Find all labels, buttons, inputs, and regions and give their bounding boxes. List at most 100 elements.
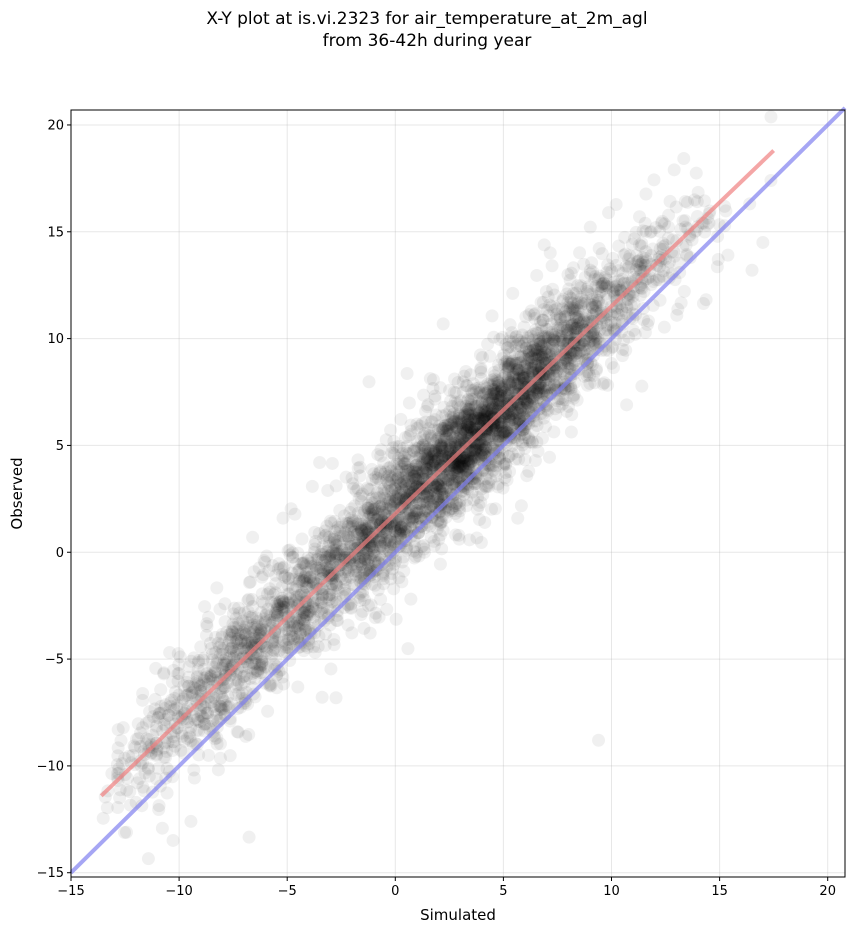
data-point (566, 297, 580, 311)
data-point (276, 670, 290, 684)
data-point (635, 236, 649, 250)
data-point (133, 739, 147, 753)
data-point (431, 500, 445, 514)
data-point (676, 214, 690, 228)
data-point (592, 286, 606, 300)
data-point (551, 323, 565, 337)
data-point (297, 557, 311, 571)
data-point (255, 570, 269, 584)
x-axis-label: Simulated (420, 906, 496, 924)
data-point (369, 473, 383, 487)
data-point (647, 173, 661, 187)
data-point (408, 441, 422, 455)
data-point (591, 295, 605, 309)
data-point (543, 450, 557, 464)
data-point (469, 399, 483, 413)
data-point (529, 343, 543, 357)
data-point (213, 737, 227, 751)
data-point (248, 620, 262, 634)
data-point (620, 300, 634, 314)
data-point (656, 269, 670, 283)
data-point (525, 365, 539, 379)
data-point (433, 485, 447, 499)
data-point (588, 270, 602, 284)
data-point (388, 535, 402, 549)
data-point (566, 287, 580, 301)
data-point (469, 450, 483, 464)
data-point (456, 451, 470, 465)
data-point (407, 444, 421, 458)
data-point (464, 421, 478, 435)
data-point (509, 358, 523, 372)
data-point (209, 646, 223, 660)
data-point (447, 459, 461, 473)
data-point (589, 280, 603, 294)
data-point (351, 517, 365, 531)
data-point (626, 323, 640, 337)
data-point (243, 575, 257, 589)
data-point (254, 625, 268, 639)
data-point (282, 641, 296, 655)
data-point (764, 110, 778, 124)
data-point (609, 258, 623, 272)
data-point (234, 636, 248, 650)
data-point (245, 610, 259, 624)
data-point (349, 564, 363, 578)
data-point (433, 483, 447, 497)
data-point (420, 502, 434, 516)
data-point (636, 224, 650, 238)
data-point (319, 558, 333, 572)
data-point (498, 367, 512, 381)
data-point (698, 194, 712, 208)
data-point (677, 284, 691, 298)
data-point (535, 350, 549, 364)
data-point (563, 362, 577, 376)
data-point (497, 348, 511, 362)
data-point (468, 477, 482, 491)
data-point (320, 519, 334, 533)
data-point (591, 273, 605, 287)
data-point (411, 496, 425, 510)
data-point (622, 259, 636, 273)
data-point (392, 526, 406, 540)
data-point (291, 632, 305, 646)
data-point (568, 358, 582, 372)
data-point (296, 612, 310, 626)
data-point (459, 399, 473, 413)
data-point (415, 417, 429, 431)
data-point (233, 641, 247, 655)
data-point (431, 448, 445, 462)
data-point (201, 748, 215, 762)
data-point (301, 607, 315, 621)
data-point (420, 496, 434, 510)
data-point (219, 699, 233, 713)
data-point (345, 517, 359, 531)
data-point (384, 464, 398, 478)
data-point (365, 473, 379, 487)
data-point (521, 397, 535, 411)
data-point (410, 496, 424, 510)
data-point (388, 525, 402, 539)
data-point (542, 349, 556, 363)
data-point (566, 318, 580, 332)
data-point (262, 564, 276, 578)
data-point (576, 338, 590, 352)
data-point (293, 588, 307, 602)
data-point (357, 523, 371, 537)
data-point (230, 725, 244, 739)
data-point (468, 443, 482, 457)
data-point (556, 334, 570, 348)
data-point (540, 384, 554, 398)
data-point (471, 490, 485, 504)
data-point (420, 451, 434, 465)
data-point (361, 501, 375, 515)
data-point (314, 561, 328, 575)
data-point (428, 454, 442, 468)
data-point (257, 650, 271, 664)
data-point (594, 284, 608, 298)
data-point (304, 560, 318, 574)
data-point (360, 553, 374, 567)
data-point (546, 341, 560, 355)
data-point (338, 582, 352, 596)
data-point (254, 666, 268, 680)
